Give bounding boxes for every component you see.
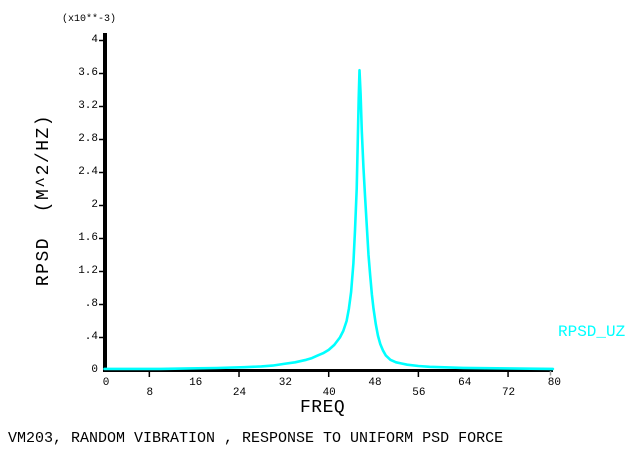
x-tick-label: 0 [102,377,110,389]
x-tick-label: 16 [189,377,203,389]
y-tick-label: 2 [91,198,98,211]
x-tick-label: 48 [368,377,382,389]
x-axis-line [103,369,553,372]
x-tick-label: 24 [232,387,247,399]
y-tick-label: 1.2 [78,264,98,277]
x-tick-label: 56 [412,387,426,399]
y-tick-label: 3.2 [78,99,98,112]
y-tick-label: .8 [84,297,98,310]
legend-rpsd-uz: RPSD_UZ [558,323,626,341]
y-tick-label: .4 [84,330,98,343]
axis-tick-marks [99,39,509,377]
x-tick-label: 40 [322,387,336,399]
y-tick-label: 1.6 [78,231,98,244]
x-tick-label: 32 [278,377,292,389]
rpsd-curve [103,68,555,371]
y-axis-exponent-label: (x10**-3) [62,14,117,25]
y-tick-label: 4 [91,33,98,46]
x-tick-label: 64 [458,377,472,389]
x-tick-label: 80 [547,377,561,389]
y-tick-label: 3.6 [78,66,98,79]
x-axis-title: FREQ [300,398,346,418]
y-tick-label: 2.4 [78,165,98,178]
plot-title: VM203, RANDOM VIBRATION , RESPONSE TO UN… [8,430,504,447]
y-axis-line [103,33,107,372]
x-tick-label: 8 [146,387,154,399]
y-tick-label: 0 [91,363,98,376]
y-tick-label: 2.8 [78,132,98,145]
y-axis-title: RPSD (M^2/HZ) [34,113,54,287]
x-tick-label: 72 [501,387,516,399]
